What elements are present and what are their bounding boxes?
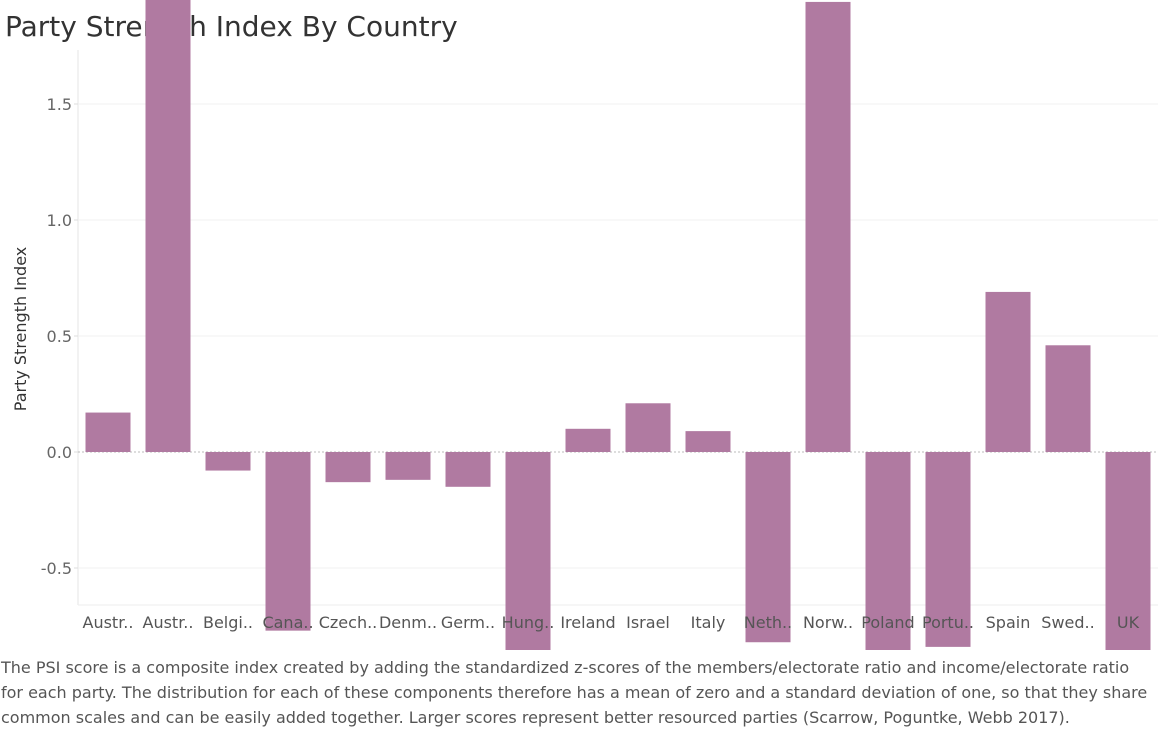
bar[interactable] [565, 428, 611, 452]
x-tick-label: Portu.. [922, 613, 974, 632]
x-tick-label: Austr.. [83, 613, 134, 632]
bar[interactable] [265, 452, 311, 631]
bar[interactable] [625, 403, 671, 452]
x-tick-label: Swed.. [1041, 613, 1094, 632]
x-tick-label: Poland [861, 613, 914, 632]
y-axis-ticks: 3.02.52.01.51.00.50.0-0.5-1.0 [41, 95, 78, 578]
chart-title: Party Strength Index By Country [5, 10, 458, 43]
bar[interactable] [445, 452, 491, 487]
x-tick-label: Czech.. [319, 613, 378, 632]
gridlines [77, 50, 1158, 606]
x-tick-label: Israel [626, 613, 670, 632]
x-tick-label: Norw.. [803, 613, 853, 632]
bar[interactable] [1105, 452, 1151, 650]
y-tick-label: -0.5 [41, 559, 72, 578]
bar[interactable] [925, 452, 971, 647]
bar[interactable] [385, 452, 431, 480]
y-tick-label: 0.0 [47, 443, 72, 462]
bar[interactable] [685, 431, 731, 452]
x-tick-label: Austr.. [143, 613, 194, 632]
x-tick-label: Germ.. [441, 613, 495, 632]
bar[interactable] [145, 0, 191, 453]
y-tick-label: 1.5 [47, 95, 72, 114]
bar[interactable] [325, 452, 371, 483]
bar[interactable] [985, 291, 1031, 452]
x-tick-label: Neth.. [744, 613, 792, 632]
x-tick-label: Spain [986, 613, 1031, 632]
x-tick-label: Cana.. [262, 613, 313, 632]
bar[interactable] [805, 1, 851, 452]
x-tick-label: UK [1117, 613, 1140, 632]
y-axis-label: Party Strength Index [11, 247, 30, 411]
y-tick-label: 0.5 [47, 327, 72, 346]
bar[interactable] [745, 452, 791, 643]
bar[interactable] [865, 452, 911, 650]
x-tick-label: Denm.. [379, 613, 437, 632]
bar[interactable] [85, 412, 131, 452]
x-tick-label: Italy [691, 613, 726, 632]
x-tick-label: Hung.. [502, 613, 555, 632]
bar-chart: 3.02.52.01.51.00.50.0-0.5-1.0 Austr..Aus… [11, 0, 1158, 650]
x-tick-label: Belgi.. [203, 613, 253, 632]
bar[interactable] [205, 452, 251, 471]
y-tick-label: 1.0 [47, 211, 72, 230]
chart-caption: The PSI score is a composite index creat… [1, 658, 1148, 727]
bars [85, 0, 1151, 650]
bar[interactable] [505, 452, 551, 650]
x-tick-label: Ireland [560, 613, 615, 632]
bar[interactable] [1045, 345, 1091, 452]
x-axis-ticks: Austr.. Austr.. Belgi.. Cana.. Czech.. Denm..… [83, 613, 1140, 632]
